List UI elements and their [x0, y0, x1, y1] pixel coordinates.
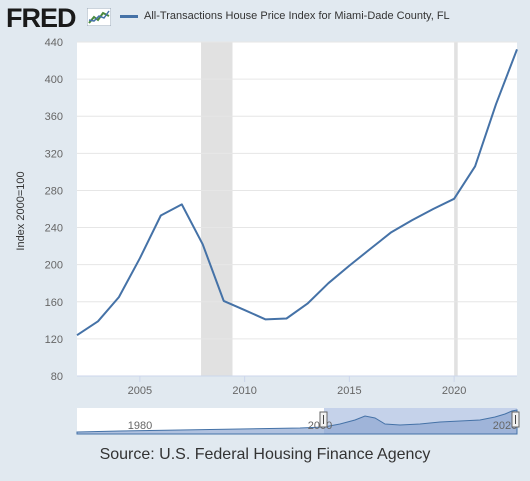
- navigator-tick-1980: 1980: [128, 420, 152, 432]
- fred-logo[interactable]: FRED: [6, 3, 76, 33]
- data-point-2006[interactable]: [158, 212, 164, 218]
- chart-legend: All-Transactions House Price Index for M…: [120, 10, 450, 22]
- data-point-2012[interactable]: [284, 315, 290, 321]
- data-point-2017[interactable]: [388, 229, 394, 235]
- data-point-2009[interactable]: [221, 298, 227, 304]
- line-chart-icon: [87, 8, 111, 26]
- recession-shading: [201, 42, 458, 376]
- source-citation: Source: U.S. Federal Housing Finance Age…: [99, 446, 431, 463]
- y-axis-label: Index 2000=100: [15, 171, 27, 250]
- recession-band-0: [201, 42, 233, 376]
- data-point-2023[interactable]: [514, 46, 520, 52]
- data-point-2018[interactable]: [409, 217, 415, 223]
- legend-label: All-Transactions House Price Index for M…: [144, 10, 450, 22]
- y-tick-label-280: 280: [45, 185, 63, 197]
- x-axis-ticks: 2005 2010 2015 2020: [77, 375, 517, 397]
- data-point-2010[interactable]: [242, 307, 248, 313]
- data-point-2016[interactable]: [367, 246, 373, 252]
- y-tick-label-400: 400: [45, 74, 63, 86]
- y-axis-ticks: 80 120 160 200 240 280 320 360 400 440: [45, 37, 63, 383]
- x-tick-label-2010: 2010: [232, 385, 256, 397]
- data-point-2004[interactable]: [116, 294, 122, 300]
- data-point-2002[interactable]: [74, 332, 80, 338]
- data-point-2021[interactable]: [472, 163, 478, 169]
- y-tick-label-320: 320: [45, 148, 63, 160]
- data-point-2007[interactable]: [179, 201, 185, 207]
- data-point-2003[interactable]: [95, 318, 101, 324]
- navigator-tick-2020: 2020: [493, 420, 517, 432]
- y-tick-label-440: 440: [45, 37, 63, 49]
- plot-area: [77, 42, 517, 376]
- y-tick-label-160: 160: [45, 297, 63, 309]
- navigator-series-area: [76, 409, 518, 435]
- data-point-2013[interactable]: [304, 301, 310, 307]
- data-point-2011[interactable]: [263, 316, 269, 322]
- series-line-0[interactable]: [76, 49, 518, 337]
- legend-swatch: [120, 14, 138, 18]
- data-point-2022[interactable]: [493, 101, 499, 107]
- y-tick-label-240: 240: [45, 223, 63, 235]
- y-tick-label-200: 200: [45, 260, 63, 272]
- recession-band-1: [454, 42, 458, 376]
- data-point-2015[interactable]: [346, 263, 352, 269]
- x-tick-label-2020: 2020: [442, 385, 466, 397]
- data-point-2008[interactable]: [200, 241, 206, 247]
- x-tick-label-2015: 2015: [337, 385, 361, 397]
- chart-header: FRED All-Transactions House Price Index …: [0, 0, 530, 40]
- data-point-2014[interactable]: [325, 280, 331, 286]
- data-point-2020[interactable]: [451, 196, 457, 202]
- y-tick-label-80: 80: [51, 371, 63, 383]
- data-point-2019[interactable]: [430, 206, 436, 212]
- data-point-2005[interactable]: [137, 255, 143, 261]
- x-tick-label-2005: 2005: [128, 385, 152, 397]
- series-layer: [74, 46, 520, 338]
- y-tick-label-120: 120: [45, 334, 63, 346]
- y-tick-label-360: 360: [45, 111, 63, 123]
- range-navigator[interactable]: 1980 2000 2020: [76, 408, 520, 435]
